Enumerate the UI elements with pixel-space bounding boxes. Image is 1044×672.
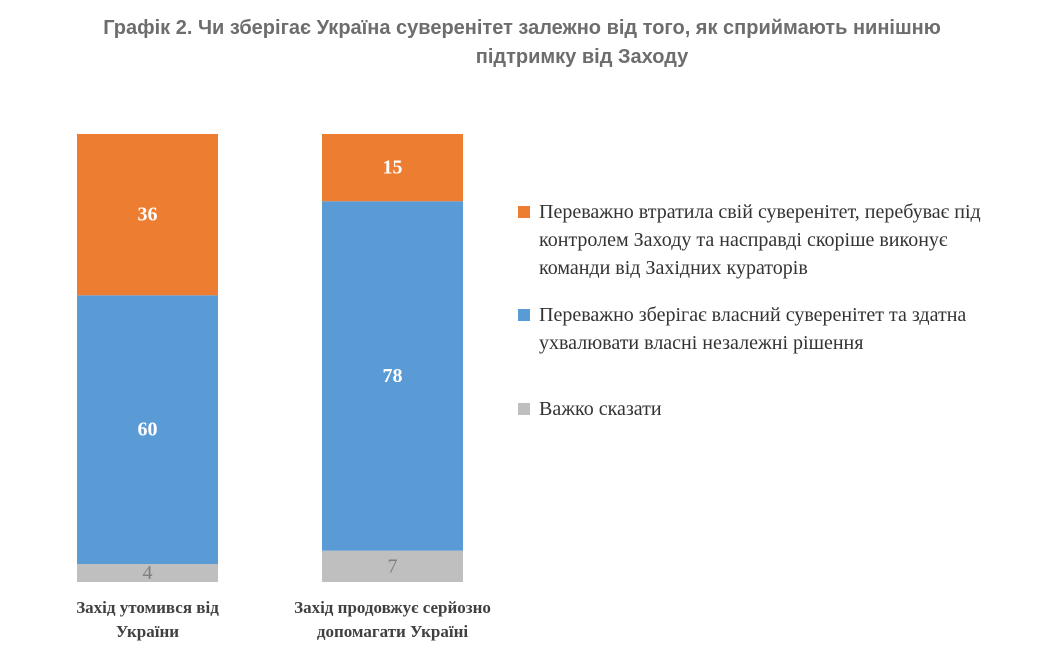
bar-segment-west-tired-lost-sovereignty	[77, 134, 218, 296]
category-label-west-tired: Захід утомився від України	[76, 598, 219, 641]
data-label-west-tired-hard-to-say: 4	[143, 562, 153, 584]
legend-item-lost-sovereignty: Переважно втратила свій суверенітет, пер…	[518, 198, 988, 282]
legend-label-lost-sovereignty: Переважно втратила свій суверенітет, пер…	[539, 201, 981, 279]
legend-swatch-hard-to-say	[518, 403, 530, 415]
legend-label-hard-to-say: Важко сказати	[539, 398, 662, 420]
chart-legend: Переважно втратила свій суверенітет, пер…	[518, 198, 988, 442]
data-label-west-helps-hard-to-say: 7	[388, 555, 398, 577]
legend-label-keeps-sovereignty: Переважно зберігає власний суверенітет т…	[539, 304, 967, 354]
chart-title-line-1: Графік 2. Чи зберігає Україна сувереніте…	[103, 17, 941, 39]
bar-segment-west-tired-keeps-sovereignty	[77, 295, 218, 565]
chart-title: Графік 2. Чи зберігає Україна сувереніте…	[0, 14, 1044, 72]
legend-item-hard-to-say: Важко сказати	[518, 395, 988, 423]
chart-title-line-2: підтримку від Заходу	[475, 46, 689, 68]
legend-swatch-keeps-sovereignty	[518, 309, 530, 321]
category-label-west-helps: Захід продовжує серйозно допомагати Украї…	[294, 598, 491, 641]
data-label-west-tired-keeps-sovereignty: 60	[138, 419, 158, 441]
bar-segment-west-helps-keeps-sovereignty	[322, 201, 463, 551]
bar-segment-west-helps-hard-to-say	[322, 550, 463, 582]
legend-swatch-lost-sovereignty	[518, 206, 530, 218]
bar-segment-west-helps-lost-sovereignty	[322, 134, 463, 202]
data-label-west-helps-lost-sovereignty: 15	[383, 157, 403, 179]
legend-item-keeps-sovereignty: Переважно зберігає власний суверенітет т…	[518, 301, 988, 357]
data-label-west-helps-keeps-sovereignty: 78	[383, 365, 403, 387]
bar-segment-west-tired-hard-to-say	[77, 564, 218, 582]
data-label-west-tired-lost-sovereignty: 36	[138, 204, 158, 226]
